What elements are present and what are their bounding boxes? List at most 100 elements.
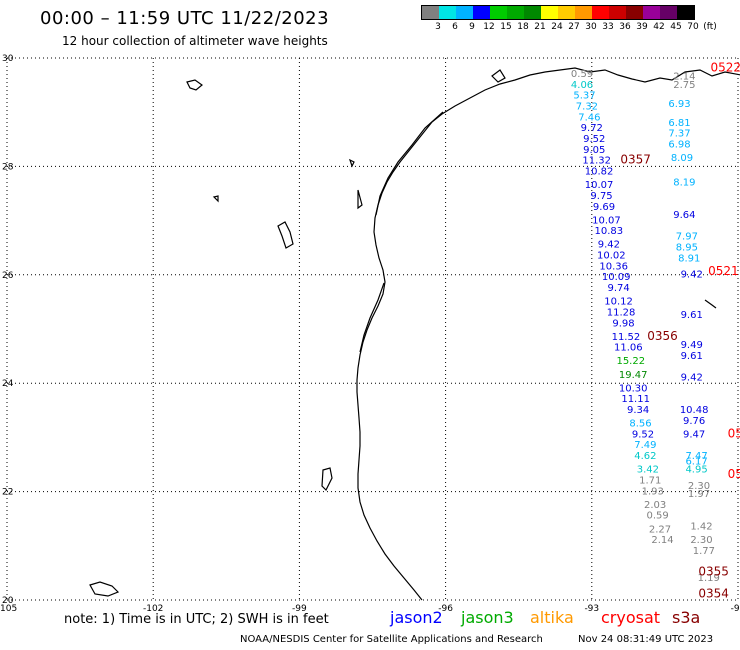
wave-height-label: 11.28	[607, 307, 636, 318]
wave-height-label: 8.19	[673, 177, 695, 188]
satellite-name: jason3	[461, 608, 514, 627]
lat-tick-label: 30	[2, 54, 14, 64]
wave-height-label: 11.11	[621, 394, 650, 405]
wave-height-label: 9.49	[681, 340, 703, 351]
footer-note: note: 1) Time is in UTC; 2) SWH is in fe…	[64, 612, 329, 627]
map-title: 00:00 – 11:59 UTC 11/22/2023	[40, 8, 330, 29]
wave-height-label: 6.93	[668, 99, 690, 110]
legend-swatch	[677, 6, 694, 19]
wave-height-label: 10.07	[585, 180, 614, 191]
lat-tick-label: 22	[2, 488, 13, 498]
wave-height-label: 10.12	[604, 297, 633, 308]
legend-label: 21	[534, 22, 546, 32]
pass-id-label: 0355	[698, 565, 729, 579]
pass-id-label: 0354	[698, 586, 729, 600]
legend-labels: 3 6 9 12 15 18 21 24 27 30 33 36 39 42 45 70 (ft)	[421, 20, 717, 34]
legend-label: 45	[670, 22, 682, 32]
wave-height-label: 8.91	[678, 253, 700, 264]
lat-tick-label: 20	[2, 596, 14, 606]
legend-label: 33	[602, 22, 614, 32]
wave-height-label: 11.32	[582, 156, 611, 167]
wave-height-label: 11.52	[612, 332, 641, 343]
barrier-island-south	[359, 282, 385, 353]
wave-height-label: 9.72	[581, 123, 603, 134]
wave-height-label: 8.09	[671, 153, 693, 164]
lat-tick-label: 24	[2, 379, 14, 389]
legend-label: 6	[452, 22, 458, 32]
wave-height-label: 9.98	[612, 318, 634, 329]
inland-lake-2	[277, 221, 294, 249]
lake	[491, 69, 506, 83]
wave-height-label: 9.76	[683, 416, 705, 427]
legend-swatch	[490, 6, 507, 19]
legend-swatch	[643, 6, 660, 19]
wave-height-label: 11.06	[614, 343, 643, 354]
wave-height-label: 0.59	[571, 69, 593, 80]
wave-height-label: 1.97	[688, 489, 710, 500]
color-legend: 3 6 9 12 15 18 21 24 27 30 33 36 39 42 45 70 (ft)	[421, 5, 717, 34]
wave-height-label: 9.69	[593, 202, 615, 213]
satellite-pass-ids: 0522035705210356052005200503550354	[620, 61, 740, 601]
inland-lake-4	[357, 189, 363, 210]
lat-lon-grid: -105 -102 -99 -96 -93 -90 30 28 26 24 22 20	[0, 54, 740, 612]
pass-id-label: 0522	[711, 61, 740, 75]
wave-height-label: 1.71	[639, 475, 661, 486]
wave-height-label: 7.46	[578, 112, 600, 123]
pass-id-label: 0357	[620, 153, 651, 167]
credit-text: NOAA/NESDIS Center for Satellite Applica…	[240, 634, 543, 645]
lon-tick-label: -105	[0, 604, 17, 612]
legend-swatch	[660, 6, 677, 19]
pass-id-label: 0521	[708, 264, 739, 278]
coastline	[89, 67, 740, 601]
east-coast-fragment	[704, 299, 717, 309]
lon-tick-label: -93	[584, 604, 599, 612]
wave-height-label: 8.95	[676, 242, 698, 253]
satellite-name: altika	[530, 608, 574, 627]
legend-swatch	[541, 6, 558, 19]
satellite-name: s3a	[672, 608, 701, 627]
satellite-name: cryosat	[601, 608, 661, 627]
legend-label: (ft)	[703, 22, 717, 32]
wave-height-label: 10.36	[599, 261, 628, 272]
lon-tick-label: -102	[143, 604, 163, 612]
wave-height-label: 9.61	[681, 310, 703, 321]
wave-height-label: 7.97	[676, 232, 698, 243]
wave-height-label: 15.22	[616, 356, 645, 367]
legend-swatch	[558, 6, 575, 19]
inland-lake-3	[89, 581, 120, 597]
legend-label: 70	[687, 22, 699, 32]
legend-label: 27	[568, 22, 580, 32]
credit-timestamp: Nov 24 08:31:49 UTC 2023	[578, 634, 714, 645]
map-subtitle: 12 hour collection of altimeter wave hei…	[62, 34, 328, 48]
wave-height-label: 9.74	[607, 283, 629, 294]
legend-swatch	[575, 6, 592, 19]
wave-height-label: 5.37	[573, 91, 595, 102]
lon-tick-label: -90	[731, 604, 740, 612]
wave-height-label: 9.61	[681, 351, 703, 362]
wave-height-label: 4.95	[685, 465, 707, 476]
legend-swatch	[592, 6, 609, 19]
wave-height-label: 1.77	[693, 546, 715, 557]
wave-height-label: 10.83	[595, 226, 624, 237]
inland-lake-5	[348, 158, 355, 168]
legend-label: 39	[636, 22, 648, 32]
wave-height-label: 9.42	[681, 372, 703, 383]
wave-height-label: 1.19	[698, 573, 720, 584]
inland-lake-6	[321, 467, 333, 492]
satellite-name: jason2	[390, 608, 443, 627]
legend-label: 12	[483, 22, 495, 32]
wave-height-label: 9.42	[598, 240, 620, 251]
lat-tick-label: 26	[2, 271, 14, 281]
wave-height-label: 6.98	[668, 139, 690, 150]
wave-height-label: 10.30	[619, 383, 648, 394]
legend-label: 3	[435, 22, 441, 32]
legend-swatch	[456, 6, 473, 19]
pass-id-label: 0520	[728, 467, 740, 481]
wave-height-label: 19.47	[619, 370, 648, 381]
legend-swatch	[507, 6, 524, 19]
wave-height-label: 10.02	[597, 251, 626, 262]
wave-height-label: 7.32	[576, 101, 598, 112]
legend-swatch	[524, 6, 541, 19]
wave-height-label: 2.30	[690, 535, 712, 546]
inland-lake-1	[186, 79, 203, 91]
